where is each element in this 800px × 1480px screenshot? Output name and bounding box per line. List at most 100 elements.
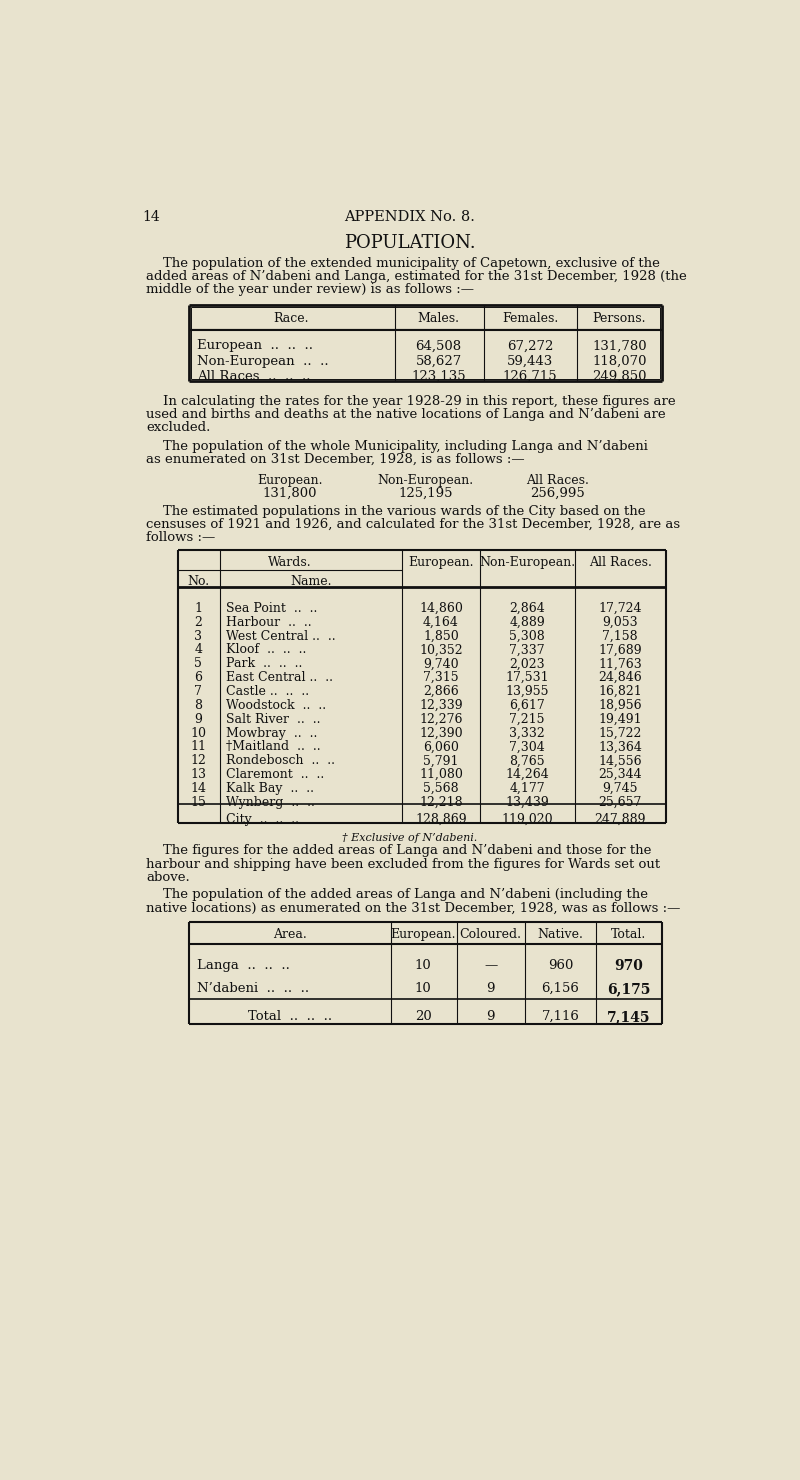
Text: 6,175: 6,175: [607, 983, 650, 996]
Text: 14,860: 14,860: [419, 602, 463, 614]
Text: City  ..  ..  ..: City .. .. ..: [226, 813, 299, 826]
Text: 17,689: 17,689: [598, 644, 642, 657]
Text: 128,869: 128,869: [415, 813, 467, 826]
Text: 16,821: 16,821: [598, 685, 642, 699]
Text: 11,763: 11,763: [598, 657, 642, 670]
Text: 15: 15: [190, 796, 206, 810]
Text: POPULATION.: POPULATION.: [344, 234, 476, 252]
Text: 9,740: 9,740: [423, 657, 459, 670]
Text: 10: 10: [190, 727, 206, 740]
Text: 10,352: 10,352: [419, 644, 463, 657]
Text: 5: 5: [194, 657, 202, 670]
Text: The population of the extended municipality of Capetown, exclusive of the: The population of the extended municipal…: [146, 258, 660, 269]
Text: censuses of 1921 and 1926, and calculated for the 31st December, 1928, are as: censuses of 1921 and 1926, and calculate…: [146, 518, 681, 531]
Text: Kloof  ..  ..  ..: Kloof .. .. ..: [226, 644, 306, 657]
Text: European  ..  ..  ..: European .. .. ..: [197, 339, 313, 352]
Text: 131,800: 131,800: [262, 487, 317, 499]
Text: N’dabeni  ..  ..  ..: N’dabeni .. .. ..: [197, 983, 309, 995]
Text: Claremont  ..  ..: Claremont .. ..: [226, 768, 325, 781]
Text: 11,080: 11,080: [419, 768, 463, 781]
Text: as enumerated on 31st December, 1928, is as follows :—: as enumerated on 31st December, 1928, is…: [146, 453, 525, 466]
Text: 10: 10: [415, 959, 431, 972]
Text: 7,315: 7,315: [423, 670, 459, 684]
Text: Non-European.: Non-European.: [378, 474, 474, 487]
Text: 6,617: 6,617: [509, 699, 545, 712]
Text: Non-European  ..  ..: Non-European .. ..: [197, 355, 329, 367]
Text: 4: 4: [194, 644, 202, 657]
Text: Total  ..  ..  ..: Total .. .. ..: [248, 1009, 332, 1023]
Text: European.: European.: [408, 556, 474, 570]
Text: West Central ..  ..: West Central .. ..: [226, 629, 336, 642]
Text: In calculating the rates for the year 1928-29 in this report, these figures are: In calculating the rates for the year 19…: [146, 395, 676, 407]
Text: Rondebosch  ..  ..: Rondebosch .. ..: [226, 755, 335, 767]
Text: 1,850: 1,850: [423, 629, 459, 642]
Text: 4,177: 4,177: [510, 781, 545, 795]
Text: 7,116: 7,116: [542, 1009, 579, 1023]
Text: 6,060: 6,060: [423, 740, 459, 753]
Text: 970: 970: [614, 959, 643, 974]
Text: 13: 13: [190, 768, 206, 781]
Text: 9: 9: [194, 713, 202, 725]
Text: Kalk Bay  ..  ..: Kalk Bay .. ..: [226, 781, 314, 795]
Text: 3: 3: [194, 629, 202, 642]
Text: †Maitland  ..  ..: †Maitland .. ..: [226, 740, 321, 753]
Text: No.: No.: [187, 574, 210, 588]
Text: The estimated populations in the various wards of the City based on the: The estimated populations in the various…: [146, 505, 646, 518]
Text: 9: 9: [486, 1009, 495, 1023]
Text: Sea Point  ..  ..: Sea Point .. ..: [226, 602, 318, 614]
Text: excluded.: excluded.: [146, 420, 211, 434]
Text: above.: above.: [146, 870, 190, 884]
Text: Salt River  ..  ..: Salt River .. ..: [226, 713, 321, 725]
Text: 58,627: 58,627: [415, 355, 462, 367]
Text: 7,158: 7,158: [602, 629, 638, 642]
Text: 1: 1: [194, 602, 202, 614]
Text: Woodstock  ..  ..: Woodstock .. ..: [226, 699, 326, 712]
Text: 67,272: 67,272: [507, 339, 554, 352]
Text: 15,722: 15,722: [598, 727, 642, 740]
Text: 2: 2: [194, 616, 202, 629]
Text: 9,745: 9,745: [602, 781, 638, 795]
Text: Coloured.: Coloured.: [459, 928, 522, 941]
Text: 2,023: 2,023: [510, 657, 545, 670]
Text: 24,846: 24,846: [598, 670, 642, 684]
Text: native locations) as enumerated on the 31st December, 1928, was as follows :—: native locations) as enumerated on the 3…: [146, 901, 681, 915]
Text: 7: 7: [194, 685, 202, 699]
Text: 4,164: 4,164: [423, 616, 459, 629]
Text: 123,135: 123,135: [411, 370, 466, 383]
Text: All Races.: All Races.: [526, 474, 589, 487]
Text: The population of the added areas of Langa and N’dabeni (including the: The population of the added areas of Lan…: [146, 888, 649, 901]
Text: 7,145: 7,145: [607, 1009, 650, 1024]
Text: APPENDIX No. 8.: APPENDIX No. 8.: [345, 210, 475, 223]
Text: 8,765: 8,765: [510, 755, 545, 767]
Text: Harbour  ..  ..: Harbour .. ..: [226, 616, 312, 629]
Text: Langa  ..  ..  ..: Langa .. .. ..: [197, 959, 290, 972]
Text: Race.: Race.: [274, 312, 309, 324]
Text: 12,339: 12,339: [419, 699, 463, 712]
Text: harbour and shipping have been excluded from the figures for Wards set out: harbour and shipping have been excluded …: [146, 857, 661, 870]
Text: Area.: Area.: [273, 928, 306, 941]
Text: 247,889: 247,889: [594, 813, 646, 826]
Text: 7,304: 7,304: [509, 740, 545, 753]
Text: 10: 10: [415, 983, 431, 995]
Text: Females.: Females.: [502, 312, 558, 324]
Text: added areas of N’dabeni and Langa, estimated for the 31st December, 1928 (the: added areas of N’dabeni and Langa, estim…: [146, 269, 687, 283]
Text: Persons.: Persons.: [593, 312, 646, 324]
Text: 6: 6: [194, 670, 202, 684]
Text: 7,215: 7,215: [510, 713, 545, 725]
Text: 131,780: 131,780: [592, 339, 646, 352]
Text: 18,956: 18,956: [598, 699, 642, 712]
Text: Total.: Total.: [611, 928, 646, 941]
Text: 4,889: 4,889: [509, 616, 545, 629]
Text: 12,276: 12,276: [419, 713, 462, 725]
Text: 17,531: 17,531: [506, 670, 549, 684]
Text: The figures for the added areas of Langa and N’dabeni and those for the: The figures for the added areas of Langa…: [146, 845, 652, 857]
Text: 14: 14: [142, 210, 160, 223]
Text: 8: 8: [194, 699, 202, 712]
Text: 5,308: 5,308: [509, 629, 545, 642]
Text: 25,657: 25,657: [598, 796, 642, 810]
Text: Castle ..  ..  ..: Castle .. .. ..: [226, 685, 310, 699]
Text: 256,995: 256,995: [530, 487, 585, 499]
Text: Mowbray  ..  ..: Mowbray .. ..: [226, 727, 318, 740]
Text: 59,443: 59,443: [507, 355, 554, 367]
Text: Wards.: Wards.: [268, 556, 312, 570]
